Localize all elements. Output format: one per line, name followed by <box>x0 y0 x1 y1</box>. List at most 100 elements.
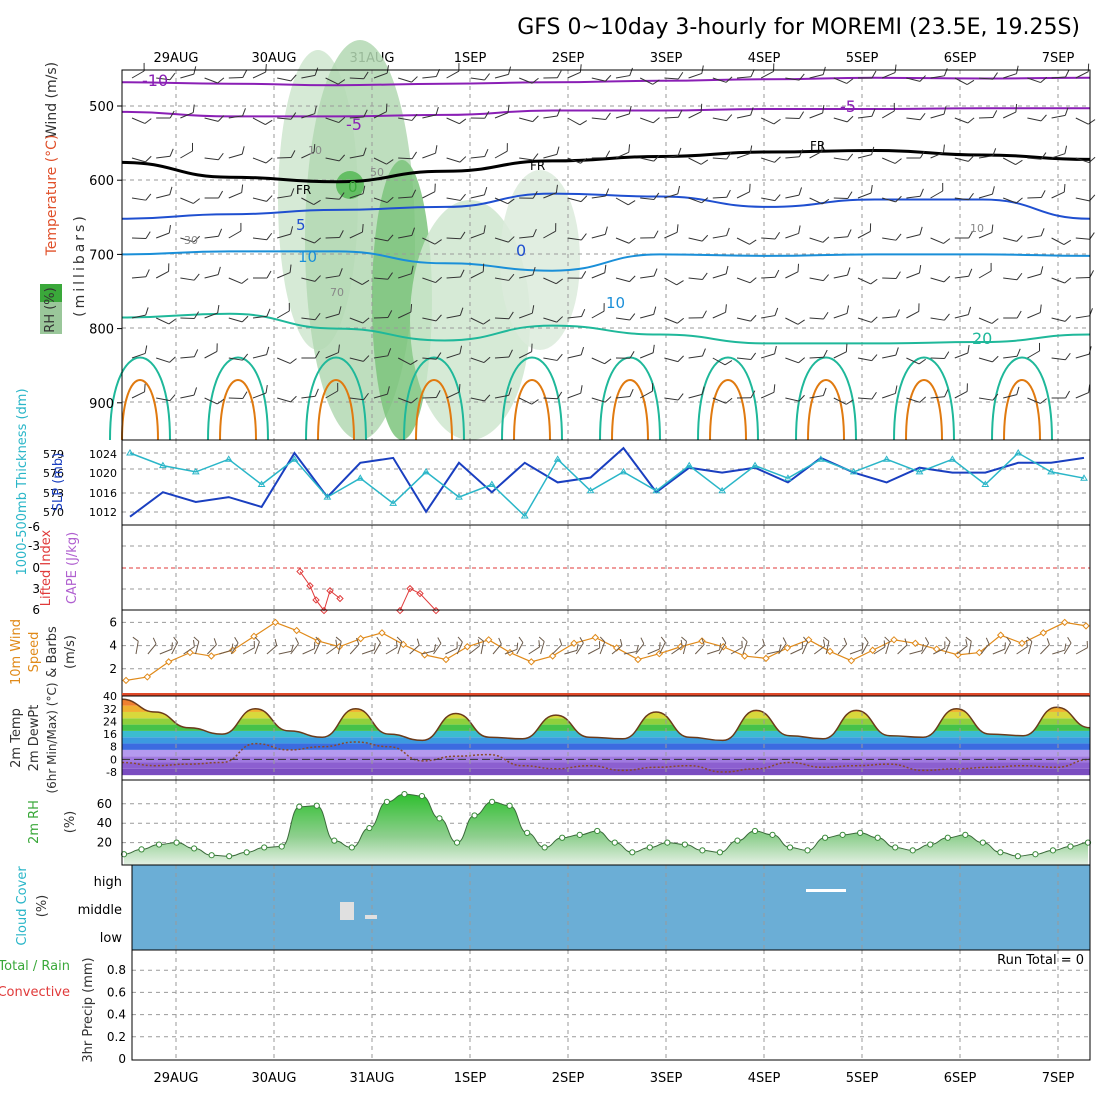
wind-speed-marker <box>463 643 472 651</box>
barb-shaft <box>813 645 825 655</box>
barb-shaft <box>492 643 502 655</box>
barb-shaft <box>301 237 315 244</box>
barb-shaft <box>930 237 944 244</box>
wind-tick: 4 <box>109 639 117 653</box>
wind-barb <box>809 274 829 282</box>
wind-barb <box>373 386 390 399</box>
wind-barb <box>591 226 608 239</box>
barb-shaft <box>519 274 533 279</box>
barb-shaft <box>543 317 557 323</box>
wind-barb <box>543 70 562 79</box>
rh-marker <box>278 843 285 850</box>
wind-barb <box>385 640 398 655</box>
p4-ylabel-1: 10m Wind <box>9 619 24 685</box>
wind-barb <box>446 269 465 279</box>
wind-barb <box>640 192 660 200</box>
barb-flag <box>822 639 826 647</box>
wind-barb <box>623 644 639 655</box>
barb-flag <box>942 182 944 192</box>
barb-shaft <box>398 157 413 160</box>
wind-barb <box>785 357 806 364</box>
wind-barb <box>591 74 612 82</box>
barb-shaft <box>712 196 727 199</box>
wind-speed-marker <box>954 651 962 659</box>
barb-shaft <box>349 77 364 80</box>
wind-barb <box>373 196 394 204</box>
barb-flag <box>822 66 826 75</box>
precip-tick: 0.8 <box>107 963 126 977</box>
barb-shaft <box>1027 77 1041 84</box>
barb-shaft <box>349 193 364 199</box>
isotherm-warm <box>697 356 759 441</box>
wind-barb <box>422 183 436 199</box>
barb-shaft <box>494 394 509 399</box>
contour-label: 5 <box>296 216 306 234</box>
barb-shaft <box>131 157 146 163</box>
barb-shaft <box>528 646 540 655</box>
wind-barb <box>325 77 346 85</box>
barb-shaft <box>422 152 436 159</box>
barb-flag <box>798 394 805 402</box>
wind-barb <box>325 154 346 162</box>
barb-flag <box>599 641 601 648</box>
thickness-marker <box>784 474 792 481</box>
thickness-tick: 570 <box>43 506 64 519</box>
barb-shaft <box>615 113 630 119</box>
barb-flag <box>579 637 584 644</box>
barb-flag <box>313 144 316 153</box>
wind-barb <box>882 347 899 359</box>
wind-barb <box>930 313 950 321</box>
barb-shaft <box>494 317 510 320</box>
barb-flag <box>556 108 561 117</box>
rh-marker <box>243 849 250 856</box>
barb-shaft <box>930 75 945 79</box>
isotherm-hot <box>905 379 943 441</box>
wind-barb <box>567 385 583 399</box>
contour-label: 10 <box>606 294 625 312</box>
thickness-marker <box>1014 449 1023 456</box>
wind-barb <box>575 637 584 655</box>
barb-flag <box>144 383 146 392</box>
rh-marker <box>331 837 338 844</box>
wind-barb <box>1051 145 1068 159</box>
barb-flag <box>1067 636 1072 644</box>
wind-barb <box>325 116 346 124</box>
barb-shaft <box>615 197 629 206</box>
rh-marker <box>646 844 653 851</box>
wind-barb <box>881 102 895 119</box>
thickness-tick: 579 <box>43 448 64 461</box>
barb-flag <box>532 153 539 161</box>
temp-tick: 16 <box>103 728 117 741</box>
thickness-marker <box>356 474 365 481</box>
barb-flag <box>719 643 722 651</box>
barb-flag <box>798 357 806 364</box>
barb-shaft <box>930 317 945 321</box>
date-label-bottom: 31AUG <box>349 1071 394 1086</box>
wind-barb <box>277 74 297 82</box>
barb-shaft <box>909 650 923 655</box>
barb-shaft <box>504 648 518 655</box>
barb-shaft <box>204 77 218 84</box>
barb-shaft <box>1051 153 1066 159</box>
barb-flag <box>726 151 732 160</box>
wind-speed-marker <box>122 676 130 685</box>
thickness-marker <box>191 467 200 475</box>
barb-shaft <box>688 197 702 204</box>
wind-barb <box>736 237 757 245</box>
barb-flag <box>967 344 970 354</box>
barb-shaft <box>337 641 342 655</box>
wind-barb <box>519 153 539 161</box>
barb-flag <box>435 276 443 283</box>
wind-barb <box>325 306 342 319</box>
isotherm-hot <box>1003 379 1041 441</box>
wind-barb <box>664 185 681 199</box>
barb-flag <box>659 642 661 649</box>
wind-barb <box>1003 310 1022 319</box>
wind-barb <box>301 237 322 244</box>
contour-label: 0 <box>348 178 358 196</box>
wind-barb <box>277 112 297 120</box>
barb-shaft <box>470 397 485 402</box>
wind-barb <box>1004 636 1012 655</box>
barb-shaft <box>785 194 800 199</box>
barb-flag <box>373 643 376 650</box>
